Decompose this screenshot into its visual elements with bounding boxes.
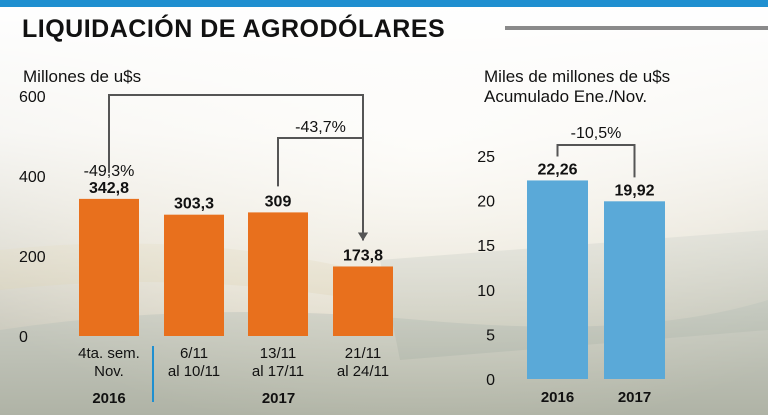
left-bar [248, 212, 308, 336]
left-category-label: al 10/11 [168, 363, 220, 380]
right-category-label: 2016 [541, 389, 574, 406]
left-change-label: -43,7% [295, 119, 346, 136]
right-change-label: -10,5% [571, 125, 622, 142]
left-value-label: 309 [265, 193, 292, 210]
left-change-bracket [277, 137, 364, 241]
left-year-label: 2016 [92, 390, 125, 407]
left-change-label: -49,3% [84, 163, 135, 180]
left-bar [79, 198, 139, 336]
left-y-tick-label: 0 [19, 329, 28, 346]
left-year-label: 2017 [262, 390, 295, 407]
title-accent-bar [0, 0, 768, 7]
right-value-label: 19,92 [614, 182, 654, 199]
right-y-tick-label: 5 [486, 327, 495, 344]
right-y-tick-label: 10 [477, 283, 495, 300]
left-bar [333, 266, 393, 336]
left-bar [164, 214, 224, 336]
left-category-label: 21/11 [345, 345, 381, 362]
left-change-brackets: -49,3% -43,7% [84, 94, 368, 241]
left-category-label: Nov. [94, 363, 124, 380]
right-y-tick-label: 15 [477, 238, 495, 255]
left-value-label: 303,3 [174, 196, 214, 213]
left-y-axis-label: Millones de u$s [23, 67, 141, 86]
left-bars [79, 198, 393, 336]
left-value-labels: 342,8 303,3 309 173,8 [89, 180, 383, 265]
right-change-bracket-line [556, 144, 636, 178]
left-category-label: al 24/11 [337, 363, 389, 380]
right-category-label: 2017 [618, 389, 651, 406]
left-change-bracket [108, 94, 364, 241]
right-y-tick-label: 0 [486, 372, 495, 389]
right-y-axis-ticks: 0 5 10 15 20 25 [477, 149, 495, 389]
left-category-label: 6/11 [180, 345, 208, 362]
left-value-label: 173,8 [343, 247, 383, 264]
right-y-tick-label: 25 [477, 149, 495, 166]
left-category-label: 13/11 [260, 345, 296, 362]
right-y-tick-label: 20 [477, 194, 495, 211]
right-value-label: 22,26 [537, 161, 577, 178]
left-bracket-arrow [358, 232, 368, 241]
left-category-label: 4ta. sem. [78, 345, 140, 362]
left-year-groups: 2016 2017 [92, 346, 295, 407]
right-change-bracket: -10,5% [556, 125, 636, 178]
right-y-axis-label-line: Acumulado Ene./Nov. [484, 87, 647, 106]
left-y-axis-label-line: Millones de u$s [23, 67, 141, 86]
right-bars [527, 180, 665, 379]
left-y-tick-label: 200 [19, 249, 46, 266]
left-value-label: 342,8 [89, 180, 129, 197]
left-y-tick-label: 400 [19, 169, 46, 186]
right-y-axis-label-line: Miles de millones de u$s [484, 67, 670, 86]
left-y-tick-label: 600 [19, 89, 46, 106]
right-bar [604, 201, 665, 379]
title-rule [505, 26, 768, 30]
page-title: LIQUIDACIÓN DE AGRODÓLARES [22, 15, 446, 43]
left-category-label: al 17/11 [252, 363, 304, 380]
right-bar [527, 180, 588, 379]
left-y-axis-ticks: 0 200 400 600 [19, 89, 46, 346]
right-value-labels: 22,26 19,92 [537, 161, 654, 199]
right-category-labels: 2016 2017 [541, 389, 651, 406]
